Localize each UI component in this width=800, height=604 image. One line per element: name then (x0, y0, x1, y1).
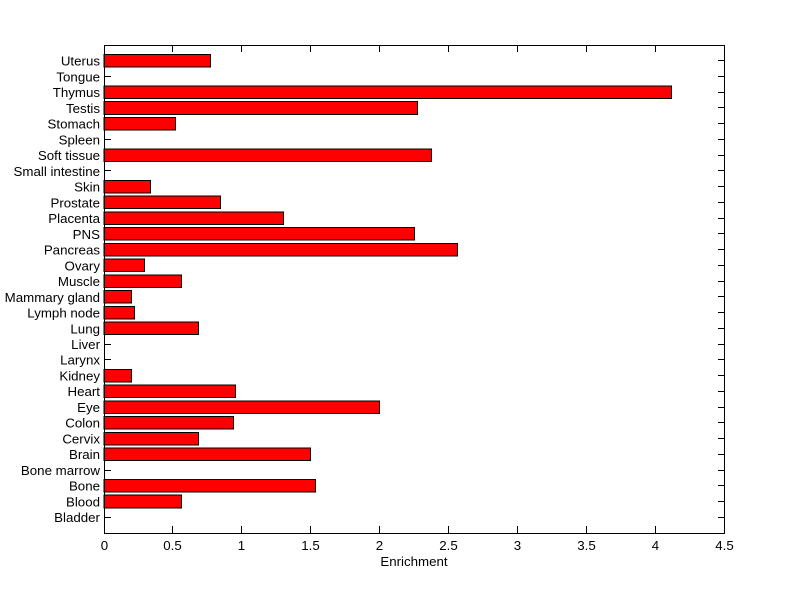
svg-text:Kidney: Kidney (59, 369, 100, 384)
svg-text:Spleen: Spleen (59, 132, 100, 147)
svg-text:4.5: 4.5 (715, 538, 734, 553)
svg-text:Thymus: Thymus (53, 85, 101, 100)
svg-text:Bone: Bone (69, 479, 100, 494)
svg-text:Uterus: Uterus (61, 54, 101, 69)
svg-text:Blood: Blood (66, 494, 100, 509)
svg-text:Testis: Testis (66, 101, 100, 116)
svg-text:1: 1 (238, 538, 245, 553)
svg-text:Lung: Lung (70, 321, 100, 336)
svg-text:Heart: Heart (67, 384, 100, 399)
svg-text:Bone marrow: Bone marrow (21, 463, 100, 478)
svg-text:Larynx: Larynx (60, 353, 100, 368)
svg-text:Stomach: Stomach (48, 117, 100, 132)
svg-text:Placenta: Placenta (48, 211, 100, 226)
svg-text:2: 2 (376, 538, 383, 553)
svg-text:3.5: 3.5 (577, 538, 596, 553)
svg-text:Muscle: Muscle (58, 274, 100, 289)
svg-text:Pancreas: Pancreas (44, 243, 101, 258)
svg-text:Soft tissue: Soft tissue (38, 148, 100, 163)
svg-text:Bladder: Bladder (54, 510, 100, 525)
svg-text:Skin: Skin (74, 180, 100, 195)
svg-text:0: 0 (101, 538, 108, 553)
svg-text:Lymph node: Lymph node (27, 306, 100, 321)
svg-text:Small intestine: Small intestine (14, 164, 100, 179)
svg-text:Brain: Brain (69, 447, 100, 462)
svg-text:Ovary: Ovary (65, 258, 101, 273)
svg-text:2.5: 2.5 (439, 538, 458, 553)
svg-text:PNS: PNS (73, 227, 100, 242)
svg-text:3: 3 (514, 538, 521, 553)
svg-text:Tongue: Tongue (56, 69, 100, 84)
svg-text:Liver: Liver (71, 337, 100, 352)
svg-text:4: 4 (652, 538, 659, 553)
svg-text:Mammary gland: Mammary gland (5, 290, 100, 305)
svg-text:Prostate: Prostate (50, 195, 100, 210)
svg-text:0.5: 0.5 (163, 538, 182, 553)
svg-text:Enrichment: Enrichment (380, 554, 448, 569)
svg-text:1.5: 1.5 (301, 538, 320, 553)
svg-text:Eye: Eye (77, 400, 100, 415)
svg-text:Colon: Colon (65, 416, 100, 431)
svg-text:Cervix: Cervix (62, 431, 100, 446)
